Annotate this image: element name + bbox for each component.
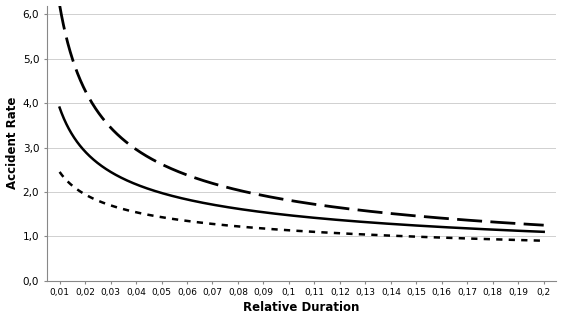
Y-axis label: Accident Rate: Accident Rate: [6, 97, 19, 189]
X-axis label: Relative Duration: Relative Duration: [243, 301, 360, 315]
